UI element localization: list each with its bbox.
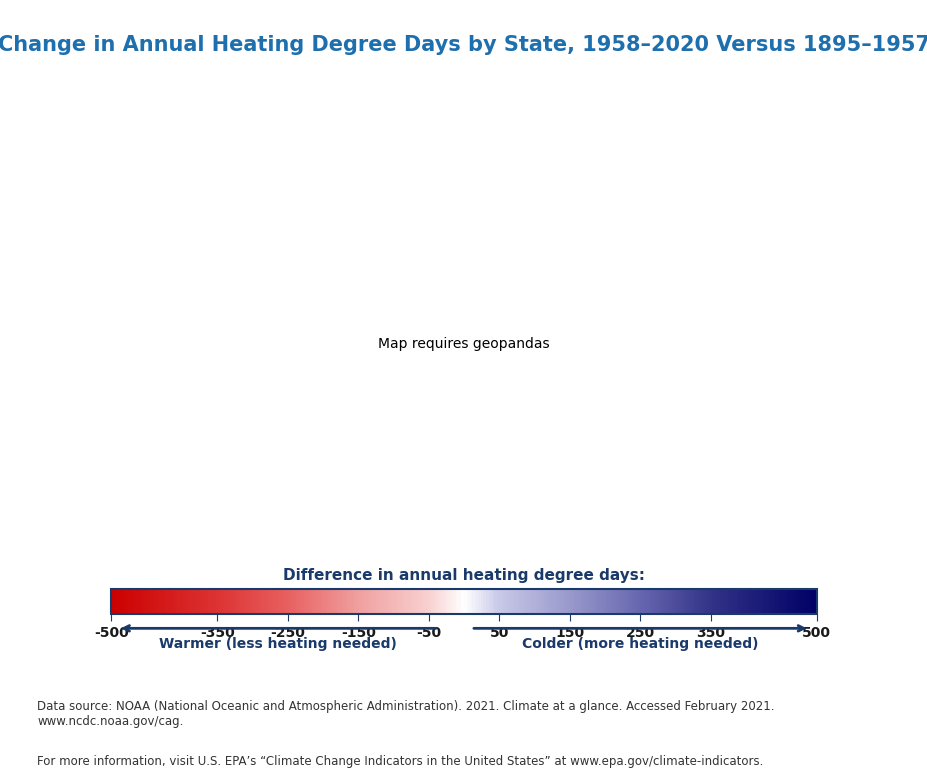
Text: Colder (more heating needed): Colder (more heating needed) <box>522 637 757 651</box>
Text: Data source: NOAA (National Oceanic and Atmospheric Administration). 2021. Clima: Data source: NOAA (National Oceanic and … <box>37 700 774 728</box>
Text: For more information, visit U.S. EPA’s “Climate Change Indicators in the United : For more information, visit U.S. EPA’s “… <box>37 755 763 768</box>
Text: Map requires geopandas: Map requires geopandas <box>378 337 549 351</box>
Text: Change in Annual Heating Degree Days by State, 1958–2020 Versus 1895–1957: Change in Annual Heating Degree Days by … <box>0 35 927 56</box>
Text: Warmer (less heating needed): Warmer (less heating needed) <box>159 637 397 651</box>
Text: Difference in annual heating degree days:: Difference in annual heating degree days… <box>283 568 644 583</box>
